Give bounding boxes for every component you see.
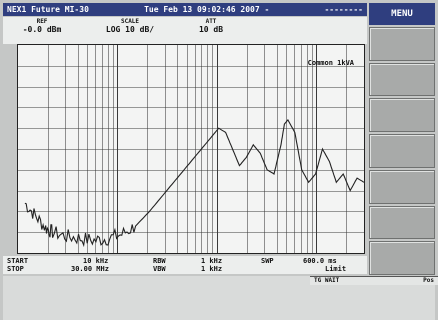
plot-grid (18, 45, 364, 253)
sweep-label: SWP (261, 257, 274, 265)
status-bar: TG WAIT Pos (3, 276, 438, 320)
status-right: Pos (423, 277, 434, 284)
softkey-panel: MENU (369, 3, 435, 276)
measurement-header: REF -0.0 dBm SCALE LOG 10 dB/ ATT 10 dB (3, 17, 367, 44)
date-time: Tue Feb 13 09:02:46 2007 - (144, 5, 270, 14)
ref-value: -0.0 dBm (22, 25, 62, 34)
softkey-6[interactable] (369, 205, 435, 240)
att-label: ATT (205, 18, 217, 25)
attenuation-setting[interactable]: ATT 10 dB (181, 18, 241, 34)
trace-label: Common 1kVA (307, 59, 354, 67)
title-mask: -------- (324, 5, 363, 14)
softkey-4[interactable] (369, 134, 435, 168)
scale-setting[interactable]: SCALE LOG 10 dB/ (85, 18, 175, 34)
start-label: START (7, 257, 29, 265)
spectrum-svg (18, 45, 364, 253)
softkey-7[interactable] (369, 241, 435, 276)
softkey-menu-title: MENU (369, 3, 435, 25)
sweep-value[interactable]: 600.0 ms (303, 257, 337, 265)
spectrum-plot: Common 1kVA (17, 44, 365, 254)
scale-label: SCALE (120, 18, 140, 25)
instrument-model: NEX1 Future MI-30 (7, 5, 89, 14)
ref-label: REF (36, 18, 48, 25)
softkey-3[interactable] (369, 98, 435, 133)
spectrum-trace (24, 118, 364, 248)
stop-value[interactable]: 30.00 MHz (71, 265, 109, 273)
rbw-value[interactable]: 1 kHz (201, 257, 223, 265)
softkey-2[interactable] (369, 62, 435, 97)
softkey-5[interactable] (369, 169, 435, 204)
stop-label: STOP (7, 265, 24, 273)
vbw-label: VBW (153, 265, 166, 273)
ref-level[interactable]: REF -0.0 dBm (7, 18, 77, 34)
softkey-1[interactable] (369, 27, 435, 61)
status-line: TG WAIT Pos (310, 276, 438, 285)
sweep-footer: START 10 kHz STOP 30.00 MHz RBW 1 kHz VB… (3, 256, 367, 274)
scale-value: LOG 10 dB/ (105, 25, 155, 34)
start-value[interactable]: 10 kHz (83, 257, 109, 265)
rbw-label: RBW (153, 257, 166, 265)
limit-value[interactable]: Limit (325, 265, 347, 273)
vbw-value[interactable]: 1 kHz (201, 265, 223, 273)
status-left: TG WAIT (314, 277, 340, 284)
title-bar: NEX1 Future MI-30 Tue Feb 13 09:02:46 20… (3, 3, 367, 16)
att-value: 10 dB (198, 25, 224, 34)
